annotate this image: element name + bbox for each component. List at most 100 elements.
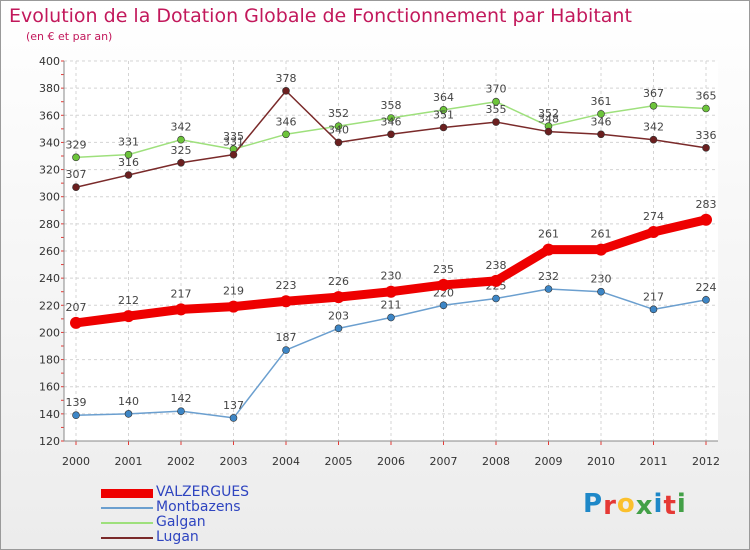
data-label-valzergues: 207 <box>66 301 87 314</box>
data-point-lugan <box>387 130 395 139</box>
y-tick-label: 320 <box>39 164 60 177</box>
data-label-lugan: 325 <box>171 144 192 157</box>
data-point-montbazens <box>282 346 290 354</box>
data-label-galgan: 364 <box>433 91 454 104</box>
data-label-montbazens: 137 <box>223 399 244 412</box>
data-point-valzergues <box>542 243 555 256</box>
data-label-valzergues: 283 <box>696 198 717 211</box>
legend-label: Lugan <box>156 529 199 545</box>
data-point-valzergues <box>385 285 397 298</box>
y-tick-label: 260 <box>39 245 60 258</box>
y-tick-label: 160 <box>39 381 60 394</box>
data-label-lugan: 340 <box>328 123 349 136</box>
data-label-valzergues: 274 <box>643 210 664 223</box>
logo-letter: o <box>616 489 636 519</box>
data-label-galgan: 331 <box>118 136 139 149</box>
data-point-lugan <box>334 138 343 147</box>
data-point-valzergues <box>70 316 82 329</box>
x-tick-label: 2000 <box>62 455 90 468</box>
data-point-lugan <box>597 130 605 139</box>
y-tick-label: 340 <box>39 136 60 149</box>
data-point-galgan <box>334 122 343 130</box>
data-label-montbazens: 211 <box>381 299 402 312</box>
y-tick-label: 180 <box>39 354 60 367</box>
data-point-galgan <box>649 101 658 110</box>
data-point-galgan <box>597 110 605 118</box>
data-point-lugan <box>282 87 290 95</box>
data-point-valzergues <box>437 278 450 291</box>
data-label-lugan: 316 <box>118 156 139 169</box>
data-point-montbazens <box>597 287 605 296</box>
data-label-montbazens: 203 <box>328 309 349 322</box>
data-label-lugan: 342 <box>643 121 664 134</box>
legend-swatch <box>101 537 153 539</box>
data-label-montbazens: 187 <box>276 331 297 344</box>
proxiti-logo: Proxiti <box>583 489 687 521</box>
y-tick-label: 280 <box>39 218 60 231</box>
y-tick-label: 200 <box>39 326 60 339</box>
logo-letter: t <box>663 491 677 521</box>
data-point-galgan <box>439 106 448 114</box>
data-label-lugan: 351 <box>433 109 454 122</box>
data-label-montbazens: 230 <box>591 273 612 286</box>
y-tick-label: 240 <box>39 272 60 285</box>
data-label-galgan: 335 <box>223 130 244 143</box>
data-point-lugan <box>544 127 553 136</box>
data-point-lugan <box>177 158 185 167</box>
data-label-galgan: 367 <box>643 87 664 100</box>
x-tick-label: 2004 <box>272 455 300 468</box>
data-label-galgan: 342 <box>171 121 192 134</box>
legend-swatch <box>101 522 153 524</box>
data-label-valzergues: 261 <box>591 228 612 241</box>
data-label-valzergues: 235 <box>433 263 454 276</box>
data-point-valzergues <box>700 213 712 226</box>
data-label-valzergues: 223 <box>276 279 297 292</box>
logo-letter: P <box>583 489 604 519</box>
y-tick-label: 120 <box>39 435 60 448</box>
data-point-montbazens <box>544 285 553 293</box>
data-point-valzergues <box>490 274 502 287</box>
data-label-lugan: 348 <box>538 113 559 126</box>
data-label-lugan: 378 <box>276 72 297 85</box>
data-label-galgan: 346 <box>276 115 297 128</box>
y-tick-label: 380 <box>39 82 60 95</box>
legend-swatch <box>101 507 153 509</box>
data-point-montbazens <box>439 301 448 310</box>
data-point-montbazens <box>72 411 80 420</box>
data-label-montbazens: 217 <box>643 290 664 303</box>
data-label-valzergues: 230 <box>381 270 402 283</box>
data-label-valzergues: 226 <box>328 275 349 288</box>
data-point-montbazens <box>334 324 343 333</box>
x-tick-label: 2001 <box>115 455 143 468</box>
logo-letter: x <box>635 491 654 521</box>
data-label-lugan: 331 <box>223 136 244 149</box>
data-point-galgan <box>177 135 185 144</box>
data-point-valzergues <box>280 295 292 308</box>
data-label-montbazens: 232 <box>538 270 559 283</box>
data-point-valzergues <box>647 226 660 238</box>
data-point-lugan <box>492 118 500 126</box>
data-label-valzergues: 219 <box>223 285 244 298</box>
x-tick-label: 2011 <box>640 455 668 468</box>
data-point-valzergues <box>595 243 607 256</box>
data-label-galgan: 352 <box>328 107 349 120</box>
data-label-valzergues: 212 <box>118 294 139 307</box>
y-tick-label: 400 <box>39 55 60 68</box>
logo-letter: i <box>676 489 687 519</box>
chart-title: Evolution de la Dotation Globale de Fonc… <box>9 5 632 27</box>
x-tick-label: 2007 <box>430 455 458 468</box>
data-label-galgan: 365 <box>696 90 717 103</box>
data-point-valzergues <box>227 300 240 313</box>
legend-swatch <box>101 488 153 498</box>
logo-letter: r <box>603 491 617 521</box>
data-label-valzergues: 238 <box>486 259 507 272</box>
legend-label: Montbazens <box>156 499 241 515</box>
data-point-valzergues <box>175 303 187 316</box>
data-label-galgan: 358 <box>381 99 402 112</box>
data-point-lugan <box>124 171 133 179</box>
data-point-lugan <box>72 183 80 192</box>
data-label-montbazens: 140 <box>118 395 139 408</box>
x-tick-label: 2002 <box>167 455 195 468</box>
